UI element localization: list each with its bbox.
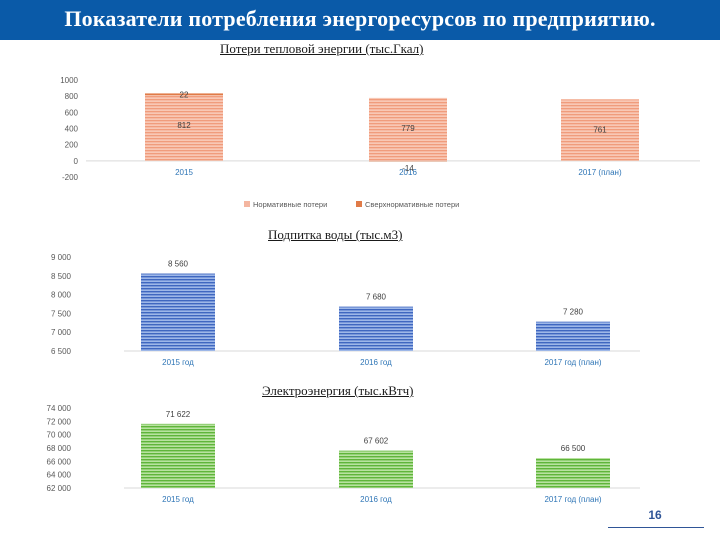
data-label: 22 xyxy=(180,90,189,99)
x-tick-label: 2015 год xyxy=(162,358,194,367)
legend-label: Сверхнормативные потери xyxy=(365,200,459,209)
chart-title-heat-loss: Потери тепловой энергии (тыс.Гкал) xyxy=(220,41,424,56)
water-bar-0 xyxy=(141,273,215,351)
y-tick-label: 7 000 xyxy=(51,328,72,337)
y-tick-label: 800 xyxy=(65,92,79,101)
x-tick-label: 2017 год (план) xyxy=(544,358,601,367)
y-tick-label: 8 000 xyxy=(51,291,72,300)
electricity-bar-0 xyxy=(141,423,215,488)
legend-swatch xyxy=(244,201,250,207)
data-label: 761 xyxy=(593,125,607,134)
bar-excess-1 xyxy=(369,160,447,162)
chart-title-electricity: Электроэнергия (тыс.кВтч) xyxy=(262,383,414,398)
y-tick-label: 9 000 xyxy=(51,253,72,262)
title-bar xyxy=(0,0,720,40)
water-bar-1 xyxy=(339,306,413,351)
data-label: 812 xyxy=(177,121,191,130)
page-title: Показатели потребления энергоресурсов по… xyxy=(64,6,656,31)
x-tick-label: 2016 xyxy=(399,168,417,177)
y-tick-label: 400 xyxy=(65,125,79,134)
data-label: 66 500 xyxy=(561,444,586,453)
y-tick-label: 68 000 xyxy=(47,444,72,453)
y-tick-label: 62 000 xyxy=(47,484,72,493)
data-label: 7 280 xyxy=(563,308,584,317)
y-tick-label: 200 xyxy=(65,141,79,150)
bar-normative-0 xyxy=(145,95,223,161)
bar-normative-1 xyxy=(369,97,447,161)
x-tick-label: 2017 год (план) xyxy=(544,495,601,504)
data-label: 8 560 xyxy=(168,260,189,269)
y-tick-label: 66 000 xyxy=(47,457,72,466)
x-tick-label: 2016 год xyxy=(360,358,392,367)
y-tick-label: 70 000 xyxy=(47,431,72,440)
data-label: 779 xyxy=(401,124,415,133)
page-number: 16 xyxy=(648,508,662,522)
data-label: 67 602 xyxy=(364,437,389,446)
y-tick-label: 8 500 xyxy=(51,272,72,281)
x-tick-label: 2015 xyxy=(175,168,193,177)
bar-excess-0 xyxy=(145,93,223,96)
data-label: -14 xyxy=(402,164,414,173)
x-tick-label: 2015 год xyxy=(162,495,194,504)
y-tick-label: 1000 xyxy=(60,76,78,85)
legend-swatch xyxy=(356,201,362,207)
y-tick-label: 0 xyxy=(74,157,79,166)
y-tick-label: 7 500 xyxy=(51,309,72,318)
data-label: 7 680 xyxy=(366,293,387,302)
y-tick-label: -200 xyxy=(62,173,79,182)
chart-title-water-makeup: Подпитка воды (тыс.м3) xyxy=(268,227,403,242)
x-tick-label: 2017 (план) xyxy=(578,168,622,177)
x-tick-label: 2016 год xyxy=(360,495,392,504)
y-tick-label: 6 500 xyxy=(51,347,72,356)
y-tick-label: 72 000 xyxy=(47,417,72,426)
water-bar-2 xyxy=(536,321,610,351)
bar-normative-2 xyxy=(561,99,639,161)
legend-label: Нормативные потери xyxy=(253,200,327,209)
electricity-bar-2 xyxy=(536,458,610,488)
y-tick-label: 74 000 xyxy=(47,404,72,413)
page-number-underline xyxy=(608,527,704,528)
electricity-bar-1 xyxy=(339,450,413,488)
y-tick-label: 600 xyxy=(65,108,79,117)
data-label: 71 622 xyxy=(166,410,191,419)
y-tick-label: 64 000 xyxy=(47,471,72,480)
